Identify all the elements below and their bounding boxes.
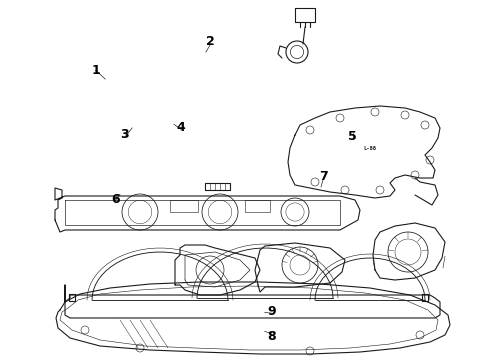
Text: L-86: L-86 bbox=[364, 145, 376, 150]
Text: 7: 7 bbox=[319, 170, 328, 183]
Text: 5: 5 bbox=[348, 130, 357, 143]
Bar bbox=[170, 200, 198, 212]
Bar bbox=[245, 200, 270, 212]
Text: 2: 2 bbox=[206, 35, 215, 48]
Text: 8: 8 bbox=[268, 330, 276, 343]
Text: 9: 9 bbox=[268, 305, 276, 318]
Text: 4: 4 bbox=[177, 121, 186, 134]
Text: 1: 1 bbox=[91, 64, 100, 77]
Text: 3: 3 bbox=[121, 129, 129, 141]
Text: 6: 6 bbox=[111, 193, 120, 206]
